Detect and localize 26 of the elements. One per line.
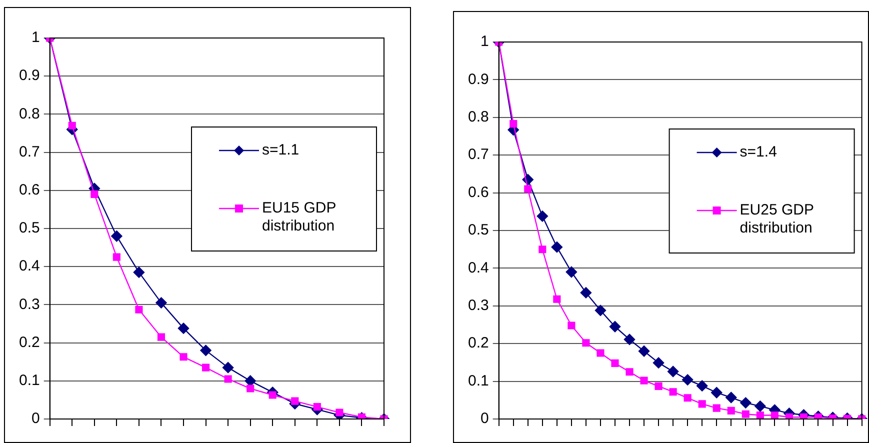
y-tick-label: 0.3 bbox=[468, 297, 489, 314]
y-tick-label: 0.4 bbox=[18, 258, 40, 275]
y-tick-label: 0.9 bbox=[468, 70, 489, 88]
y-tick-label: 0.2 bbox=[468, 334, 489, 352]
y-tick-label: 0 bbox=[32, 410, 40, 428]
legend-label: s=1.4 bbox=[740, 144, 777, 161]
y-tick-label: 0.5 bbox=[468, 222, 489, 239]
y-tick-label: 0.1 bbox=[468, 372, 489, 390]
y-tick-label: 0.2 bbox=[18, 334, 40, 351]
y-tick-label: 0.6 bbox=[18, 182, 40, 199]
y-tick-label: 0.4 bbox=[468, 259, 489, 276]
y-tick-label: 0.9 bbox=[18, 67, 40, 84]
y-tick-label: 1 bbox=[32, 29, 40, 46]
legend-label: EU25 GDP distribution bbox=[740, 202, 814, 237]
y-tick-label: 0 bbox=[480, 410, 489, 428]
y-tick-label: 1 bbox=[480, 33, 489, 50]
y-tick-label: 0.7 bbox=[18, 143, 40, 160]
y-tick-label: 0.8 bbox=[18, 105, 40, 122]
y-tick-label: 0.3 bbox=[18, 296, 40, 313]
y-tick-label: 0.5 bbox=[18, 220, 40, 237]
legend-label: s=1.1 bbox=[262, 142, 300, 159]
y-tick-label: 0.7 bbox=[468, 146, 489, 164]
legend-label: EU15 GDP distribution bbox=[262, 200, 336, 235]
y-tick-label: 0.8 bbox=[468, 108, 489, 126]
y-tick-label: 0.6 bbox=[468, 184, 489, 201]
y-tick-label: 0.1 bbox=[18, 372, 40, 390]
